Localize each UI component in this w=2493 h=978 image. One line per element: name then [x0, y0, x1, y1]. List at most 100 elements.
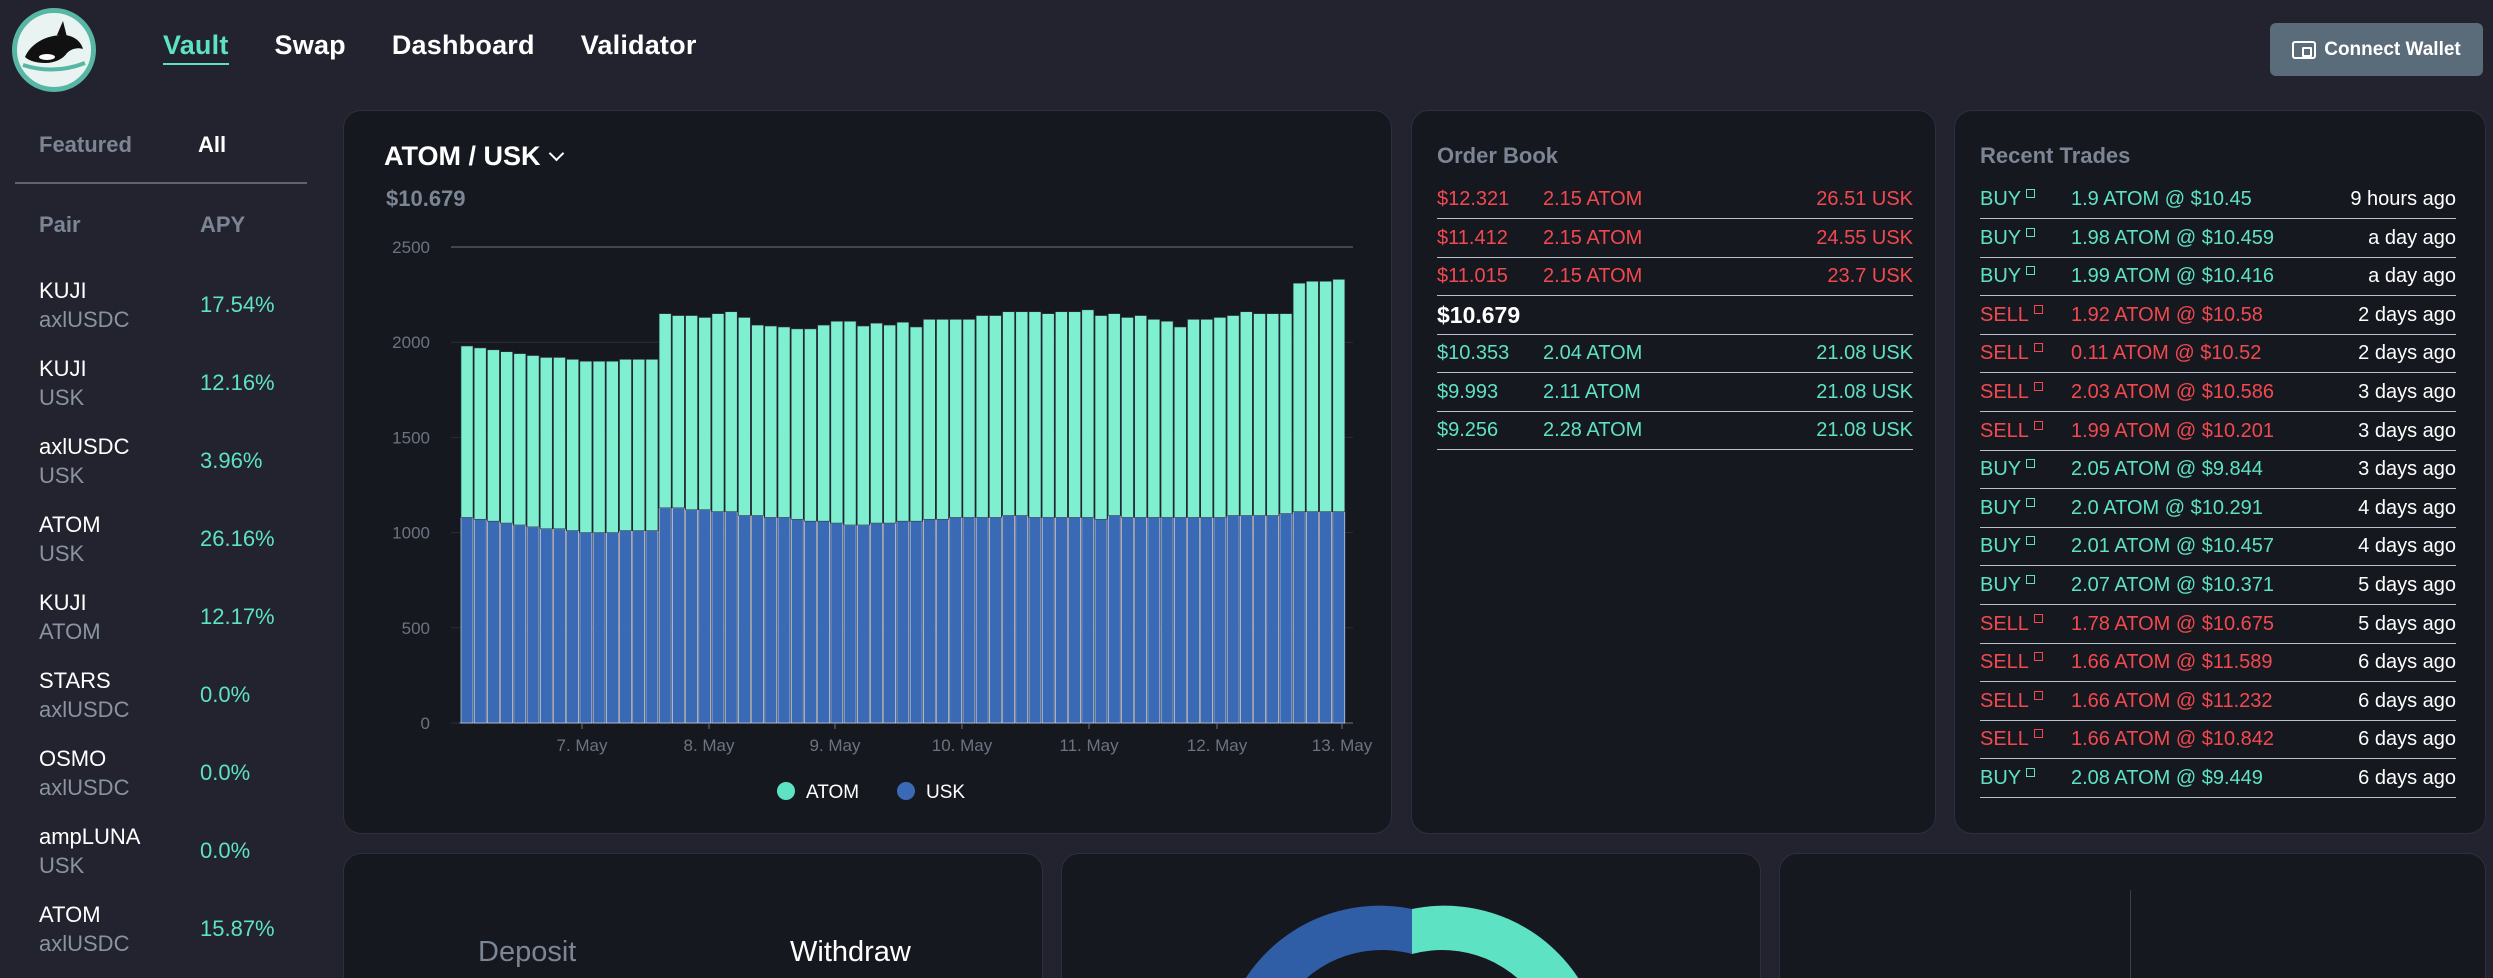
pair-sidebar: Featured All Pair APY KUJI axlUSDC 17.54% K…	[0, 110, 310, 978]
trade-side-link[interactable]: BUY	[1980, 188, 2036, 211]
bar-atom	[1094, 315, 1108, 520]
external-link-icon	[2026, 227, 2036, 237]
bar-atom	[1068, 311, 1081, 518]
bar-usk	[553, 528, 566, 724]
trade-detail: 1.9 ATOM @ $10.45	[2071, 188, 2252, 210]
order-total: 26.51 USK	[1816, 188, 1913, 210]
trade-side-link[interactable]: SELL	[1980, 651, 2043, 674]
trade-side-link[interactable]: SELL	[1980, 381, 2043, 404]
bid-row[interactable]: $9.993 2.11 ATOM 21.08 USK	[1437, 374, 1913, 412]
trade-side-link[interactable]: SELL	[1980, 420, 2043, 443]
nav-vault[interactable]: Vault	[163, 30, 229, 65]
trade-side-link[interactable]: BUY	[1980, 497, 2036, 520]
nav-dashboard[interactable]: Dashboard	[391, 30, 535, 60]
bar-usk	[989, 517, 1002, 724]
nav-swap[interactable]: Swap	[274, 30, 346, 60]
ask-row[interactable]: $12.321 2.15 ATOM 26.51 USK	[1437, 181, 1913, 219]
trade-side-link[interactable]: BUY	[1980, 535, 2036, 558]
bar-atom	[619, 359, 632, 531]
bar-usk	[1094, 518, 1108, 724]
y-tick-label: 0	[421, 714, 430, 733]
order-quantity: 2.28 ATOM	[1543, 419, 1643, 441]
pair-row[interactable]: ATOM USK 26.16%	[39, 512, 309, 590]
ask-row[interactable]: $11.412 2.15 ATOM 24.55 USK	[1437, 220, 1913, 258]
trade-side-link[interactable]: BUY	[1980, 227, 2036, 250]
bar-atom	[685, 315, 698, 511]
bid-row[interactable]: $10.353 2.04 ATOM 21.08 USK	[1437, 335, 1913, 373]
trade-side-link[interactable]: SELL	[1980, 690, 2043, 713]
bar-atom	[645, 359, 659, 531]
order-quantity: 2.15 ATOM	[1543, 265, 1643, 287]
bar-usk	[1015, 515, 1029, 724]
bar-atom	[553, 357, 566, 530]
bar-atom	[672, 315, 685, 509]
pair-row[interactable]: OSMO axlUSDC 0.0%	[39, 746, 309, 824]
bar-atom	[830, 320, 844, 524]
pair-apy: 26.16%	[200, 526, 275, 551]
nav-validator[interactable]: Validator	[580, 30, 697, 60]
bar-atom	[513, 353, 527, 526]
pair-base: axlUSDC	[39, 434, 130, 459]
connect-wallet-button[interactable]: Connect Wallet	[2270, 23, 2483, 76]
bar-usk	[751, 515, 764, 724]
wallet-icon	[2292, 40, 2317, 59]
trade-side-link[interactable]: SELL	[1980, 613, 2043, 636]
trade-detail: 2.03 ATOM @ $10.586	[2071, 381, 2275, 403]
bar-usk	[1002, 515, 1015, 724]
pair-row[interactable]: KUJI axlUSDC 17.54%	[39, 278, 309, 356]
bar-atom	[698, 317, 712, 511]
logo[interactable]	[12, 8, 96, 92]
pair-apy: 0.0%	[200, 760, 251, 785]
bar-atom	[870, 322, 883, 524]
bar-usk	[1187, 517, 1200, 724]
ask-row[interactable]: $11.015 2.15 ATOM 23.7 USK	[1437, 258, 1913, 296]
bar-atom	[896, 321, 910, 522]
tab-featured[interactable]: Featured	[39, 132, 132, 157]
external-link-icon	[2033, 382, 2043, 391]
trade-side-link[interactable]: BUY	[1980, 767, 2036, 790]
trade-side-link[interactable]: SELL	[1980, 342, 2043, 365]
pair-apy: 0.0%	[200, 682, 251, 707]
pair-quote: axlUSDC	[39, 307, 130, 332]
bar-usk	[804, 520, 817, 724]
trade-side-link[interactable]: BUY	[1980, 265, 2036, 288]
bar-usk	[1147, 517, 1161, 724]
legend-swatch	[777, 782, 795, 800]
bar-atom	[592, 360, 606, 533]
tab-deposit[interactable]: Deposit	[478, 936, 577, 968]
trade-side: SELL	[1980, 419, 2029, 442]
pair-row[interactable]: axlUSDC USK 3.96%	[39, 434, 309, 512]
price-chart-card: ATOM / USK $10.679 0 500 1000 1500 2000 2500 7…	[343, 110, 1392, 834]
pair-row[interactable]: STARS axlUSDC 0.0%	[39, 668, 309, 746]
pair-row[interactable]: ampLUNA USK 0.0%	[39, 824, 309, 902]
external-link-icon	[2033, 420, 2043, 430]
bar-usk	[949, 517, 963, 724]
bar-atom	[526, 355, 540, 528]
y-tick-label: 2000	[392, 333, 430, 352]
bar-usk	[1292, 511, 1306, 724]
bar-usk	[883, 522, 896, 724]
bar-atom	[856, 325, 870, 526]
trade-side-link[interactable]: BUY	[1980, 574, 2036, 597]
bar-atom	[1002, 311, 1015, 516]
tab-withdraw[interactable]: Withdraw	[790, 936, 911, 968]
bid-row[interactable]: $9.256 2.28 ATOM 21.08 USK	[1437, 412, 1913, 450]
pair-row[interactable]: KUJI ATOM 12.17%	[39, 590, 309, 668]
tab-all[interactable]: All	[198, 132, 227, 157]
pair-quote: USK	[39, 385, 85, 410]
mid-price-row: $10.679	[1437, 297, 1913, 335]
trade-side-link[interactable]: BUY	[1980, 458, 2036, 481]
pair-selector[interactable]: ATOM / USK	[384, 141, 564, 172]
pair-row[interactable]: ATOM axlUSDC 15.87%	[39, 902, 309, 978]
header: Vault Swap Dashboard Validator Connect W…	[0, 0, 2493, 100]
y-tick-label: 2500	[392, 238, 430, 257]
legend-swatch	[897, 782, 915, 800]
trade-side-link[interactable]: SELL	[1980, 728, 2043, 751]
bar-usk	[566, 530, 579, 724]
trade-side-link[interactable]: SELL	[1980, 304, 2043, 327]
bar-atom	[1107, 313, 1121, 516]
bar-atom	[1240, 311, 1253, 516]
bar-usk	[790, 518, 804, 724]
x-tick-label: 8. May	[683, 736, 735, 755]
pair-row[interactable]: KUJI USK 12.16%	[39, 356, 309, 434]
